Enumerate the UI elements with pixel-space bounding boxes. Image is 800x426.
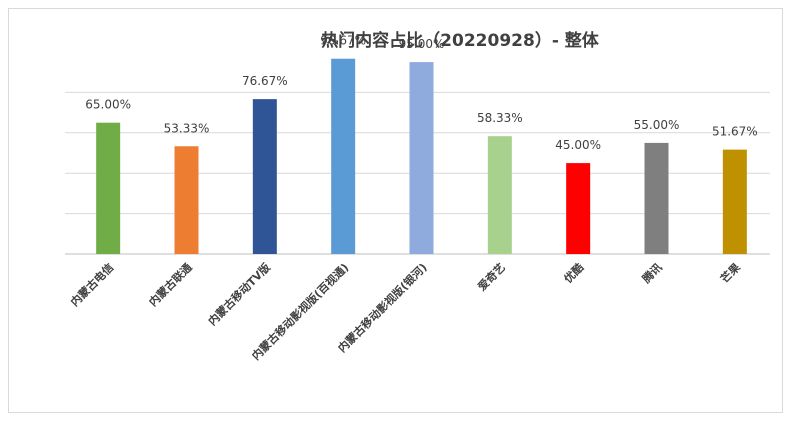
data-label: 53.33% — [164, 121, 210, 135]
bar — [487, 136, 512, 254]
data-label: 76.67% — [242, 74, 288, 88]
x-tick-label: 爱奇艺 — [475, 260, 508, 293]
data-labels: 65.00% 53.33% 76.67% 96.67% 95.00% 58.33% 45.0… — [85, 34, 757, 152]
x-tick-label: 内蒙古联通 — [146, 260, 195, 309]
data-label: 58.33% — [477, 111, 523, 125]
data-label: 45.00% — [555, 138, 601, 152]
bar — [566, 163, 591, 254]
bar — [644, 142, 669, 254]
x-tick-label: 内蒙古移动TV版 — [205, 260, 273, 328]
bar — [331, 58, 356, 255]
bar — [252, 99, 277, 254]
bars — [96, 58, 747, 255]
data-label: 96.67% — [320, 34, 366, 48]
x-tick-label: 内蒙古移动影视版(银河) — [335, 260, 430, 355]
x-tick-label: 优酷 — [561, 260, 586, 285]
data-label: 51.67% — [712, 125, 758, 139]
x-tick-label: 腾讯 — [639, 260, 664, 285]
bar — [96, 122, 121, 254]
x-tick-label: 芒果 — [717, 260, 742, 285]
bar — [174, 146, 199, 254]
bar — [409, 62, 434, 254]
data-label: 65.00% — [85, 98, 131, 112]
bar — [722, 149, 747, 254]
data-label: 55.00% — [634, 118, 680, 132]
chart-title: 热门内容占比（20220928）- 整体 — [321, 30, 600, 51]
data-label: 95.00% — [399, 37, 445, 51]
x-tick-labels: 内蒙古电信 内蒙古联通 内蒙古移动TV版内蒙古移动影视版(百视通)内蒙古移动影视版(… — [67, 260, 742, 363]
x-tick-label: 内蒙古电信 — [67, 260, 116, 309]
